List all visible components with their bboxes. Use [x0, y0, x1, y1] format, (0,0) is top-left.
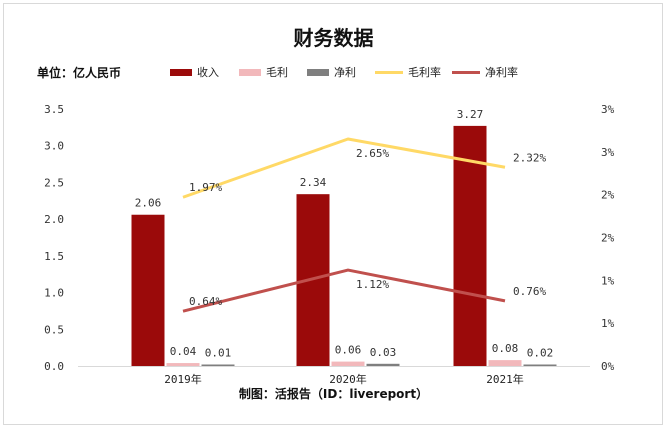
series-line	[182, 137, 506, 199]
x-tick-label: 2020年	[329, 372, 367, 386]
line-data-label: 0.76%	[513, 285, 546, 298]
line-data-label: 2.32%	[513, 151, 546, 164]
y-right-tick-label: 1%	[601, 274, 615, 287]
legend-swatch-revenue	[170, 68, 192, 76]
legend-item-net-margin: 净利率	[452, 65, 518, 79]
y-left-tick-label: 3.5	[44, 103, 64, 116]
legend-label-gross-profit: 毛利	[266, 66, 288, 79]
bar-data-label: 0.04	[170, 345, 197, 358]
y-left-tick-label: 2.5	[44, 176, 64, 189]
line-data-label: 1.12%	[356, 278, 389, 291]
line-data-label: 1.97%	[189, 181, 222, 194]
bar	[166, 363, 200, 366]
bar-data-label: 0.08	[492, 342, 519, 355]
legend-item-net-profit: 净利	[307, 65, 356, 79]
chart-title: 财务数据	[293, 26, 374, 50]
bar	[523, 364, 557, 366]
legend-swatch-net-margin	[452, 70, 480, 74]
bar-data-label: 2.34	[300, 176, 327, 189]
y-right-tick-label: 2%	[601, 189, 615, 202]
source-credit: 制图：活报告（ID：livereport）	[238, 387, 429, 401]
bar-data-label: 0.01	[205, 347, 232, 360]
y-right-tick-label: 2%	[601, 232, 615, 245]
bar-data-label: 3.27	[457, 108, 484, 121]
legend-swatch-gross-margin	[375, 70, 403, 74]
y-right-tick-label: 3%	[601, 103, 615, 116]
legend-label-net-profit: 净利	[334, 66, 356, 79]
y-right-tick-label: 3%	[601, 146, 615, 159]
legend-item-gross-margin: 毛利率	[375, 65, 441, 79]
bar-data-label: 0.02	[527, 347, 554, 360]
bar	[453, 125, 487, 366]
x-tick-label: 2019年	[164, 372, 202, 386]
bar	[201, 364, 235, 366]
bar	[131, 214, 165, 366]
series-line	[182, 268, 506, 313]
y-right-tick-label: 0%	[601, 360, 615, 373]
legend-item-revenue: 收入	[170, 65, 219, 79]
legend-item-gross-profit: 毛利	[239, 65, 288, 79]
y-left-tick-label: 0.5	[44, 323, 64, 336]
line-data-label: 2.65%	[356, 147, 389, 160]
legend-swatch-net-profit	[307, 68, 329, 76]
legend-label-net-margin: 净利率	[485, 66, 518, 79]
bar-data-label: 2.06	[135, 197, 162, 210]
y-left-tick-label: 1.0	[44, 287, 64, 300]
bar-data-label: 0.06	[335, 344, 362, 357]
y-left-tick-label: 3.0	[44, 140, 64, 153]
legend-label-gross-margin: 毛利率	[408, 66, 441, 79]
line-data-label: 0.64%	[189, 295, 222, 308]
chart-frame	[3, 3, 663, 425]
bar-data-label: 0.03	[370, 346, 397, 359]
legend-swatch-gross-profit	[239, 68, 261, 76]
y-left-tick-label: 2.0	[44, 213, 64, 226]
y-right-tick-label: 1%	[601, 317, 615, 330]
unit-label: 单位：亿人民币	[37, 66, 122, 80]
bar	[331, 361, 365, 366]
legend-label-revenue: 收入	[197, 66, 219, 79]
y-left-tick-label: 1.5	[44, 250, 64, 263]
y-left-tick-label: 0.0	[44, 360, 64, 373]
x-tick-label: 2021年	[486, 372, 524, 386]
bar	[488, 360, 522, 366]
bar	[366, 363, 400, 366]
